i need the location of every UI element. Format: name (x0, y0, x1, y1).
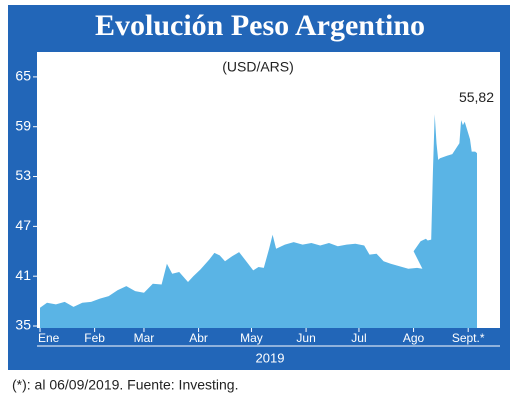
value-label: 55,82 (459, 89, 494, 105)
y-tick-label: 65 (15, 68, 31, 84)
x-tick-label: Jun (296, 331, 315, 345)
chart-title: Evolución Peso Argentino (95, 9, 425, 42)
x-tick-label: Mar (134, 331, 155, 345)
y-tick-label: 53 (15, 167, 31, 183)
y-tick-label: 35 (15, 317, 31, 333)
x-tick-label: Ago (403, 331, 425, 345)
x-tick-label: Jul (351, 331, 366, 345)
x-axis-label: 2019 (256, 350, 285, 365)
footnote: (*): al 06/09/2019. Fuente: Investing. (12, 377, 238, 393)
y-tick-label: 41 (15, 267, 31, 283)
y-tick-label: 47 (15, 217, 31, 233)
x-tick-label: Abr (189, 331, 208, 345)
x-tick-label: Ene (38, 331, 60, 345)
x-tick-label: Feb (84, 331, 105, 345)
x-tick-label: Sept.* (452, 331, 485, 345)
y-tick-label: 59 (15, 117, 31, 133)
x-tick-label: May (240, 331, 263, 345)
area (40, 114, 477, 328)
chart-subtitle: (USD/ARS) (222, 59, 294, 75)
